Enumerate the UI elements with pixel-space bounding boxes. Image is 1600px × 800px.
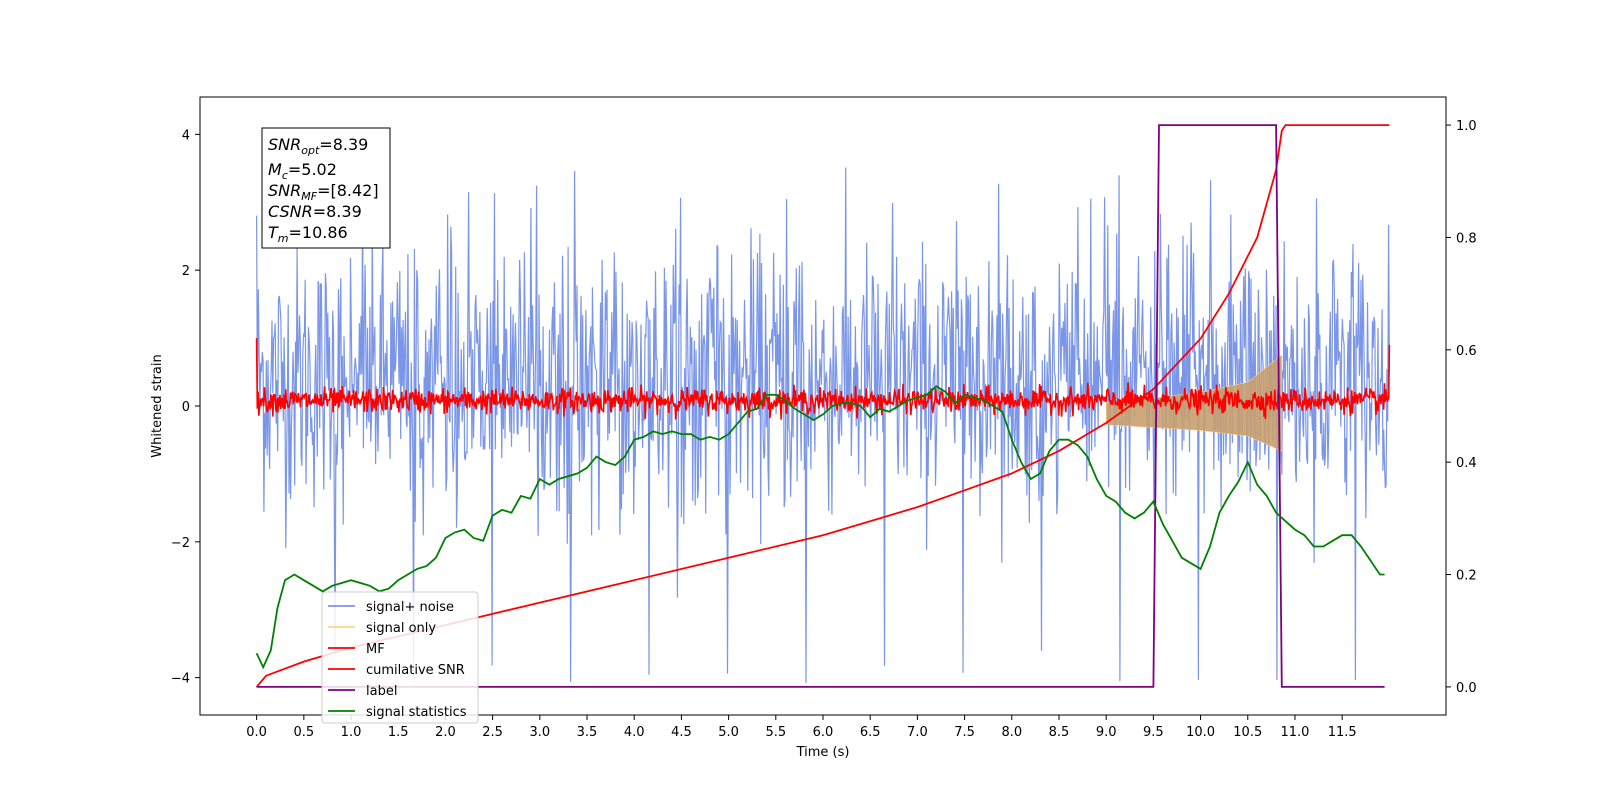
legend-label: MF [366,642,385,657]
legend-frame [321,591,479,724]
legend-label: signal statistics [366,705,467,720]
y2-tick-label: 1.0 [1456,119,1477,134]
stats-mc: Mc=5.02 [268,160,337,182]
x-tick-label: 7.5 [954,725,975,740]
legend-label: cumilative SNR [366,663,465,678]
x-tick-label: 11.5 [1328,725,1357,740]
x-tick-label: 4.0 [624,725,645,740]
x-tick-label: 3.0 [529,725,550,740]
legend-label: signal+ noise [366,600,454,615]
x-tick-label: 1.5 [388,725,409,740]
y-tick-label: 4 [182,128,190,143]
y-axis-left: −4 −2 0 2 4 [171,128,200,687]
legend: signal+ noise signal only MF cumilative SNR… [321,591,479,724]
x-tick-label: 9.0 [1096,725,1117,740]
x-tick-label: 0.0 [246,725,267,740]
stats-snr-opt: SNRopt=8.39 [268,135,368,157]
y2-tick-label: 0.4 [1456,456,1477,471]
series-mf [255,338,1391,420]
y-tick-label: −2 [171,536,190,551]
y2-tick-label: 0.0 [1456,681,1477,696]
y-axis-right: 0.0 0.2 0.4 0.6 0.8 1.0 [1446,119,1477,696]
legend-label: label [366,684,397,699]
x-tick-label: 6.5 [860,725,881,740]
x-tick-label: 6.0 [813,725,834,740]
series-layer [255,124,1391,688]
x-tick-label: 4.5 [671,725,692,740]
x-tick-label: 1.0 [341,725,362,740]
stats-csnr: CSNR=8.39 [268,202,362,221]
series-signal-noise [256,167,1391,683]
stats-box: SNRopt=8.39 Mc=5.02 SNRMF=[8.42] CSNR=8.… [261,127,391,249]
x-tick-label: 0.5 [293,725,314,740]
y2-tick-label: 0.2 [1456,569,1477,584]
x-tick-label: 10.5 [1233,725,1262,740]
x-tick-label: 7.0 [907,725,928,740]
x-tick-label: 2.5 [482,725,503,740]
x-tick-label: 8.5 [1049,725,1070,740]
x-axis-label: Time (s) [796,745,850,760]
y-tick-label: −4 [171,672,190,687]
series-label [256,124,1385,688]
x-axis: 0.0 0.5 1.0 1.5 2.0 2.5 3.0 3.5 4.0 4.5 5.0 5.5 6.0 6… [246,715,1357,740]
stats-box-frame [261,127,391,249]
y-tick-label: 2 [182,264,190,279]
y-tick-label: 0 [182,400,190,415]
stats-tm: Tm=10.86 [268,223,348,245]
legend-label: signal only [366,621,436,636]
x-tick-label: 5.5 [765,725,786,740]
stats-snr-mf: SNRMF=[8.42] [268,181,379,203]
series-signal-statistics [255,385,1385,670]
x-tick-label: 11.0 [1280,725,1309,740]
x-tick-label: 9.5 [1143,725,1164,740]
x-tick-label: 3.5 [577,725,598,740]
y-axis-label: Whitened strain [150,354,165,457]
y2-tick-label: 0.8 [1456,231,1477,246]
x-tick-label: 5.0 [718,725,739,740]
x-tick-label: 10.0 [1186,725,1215,740]
x-tick-label: 8.0 [1001,725,1022,740]
y2-tick-label: 0.6 [1456,344,1477,359]
x-tick-label: 2.0 [435,725,456,740]
